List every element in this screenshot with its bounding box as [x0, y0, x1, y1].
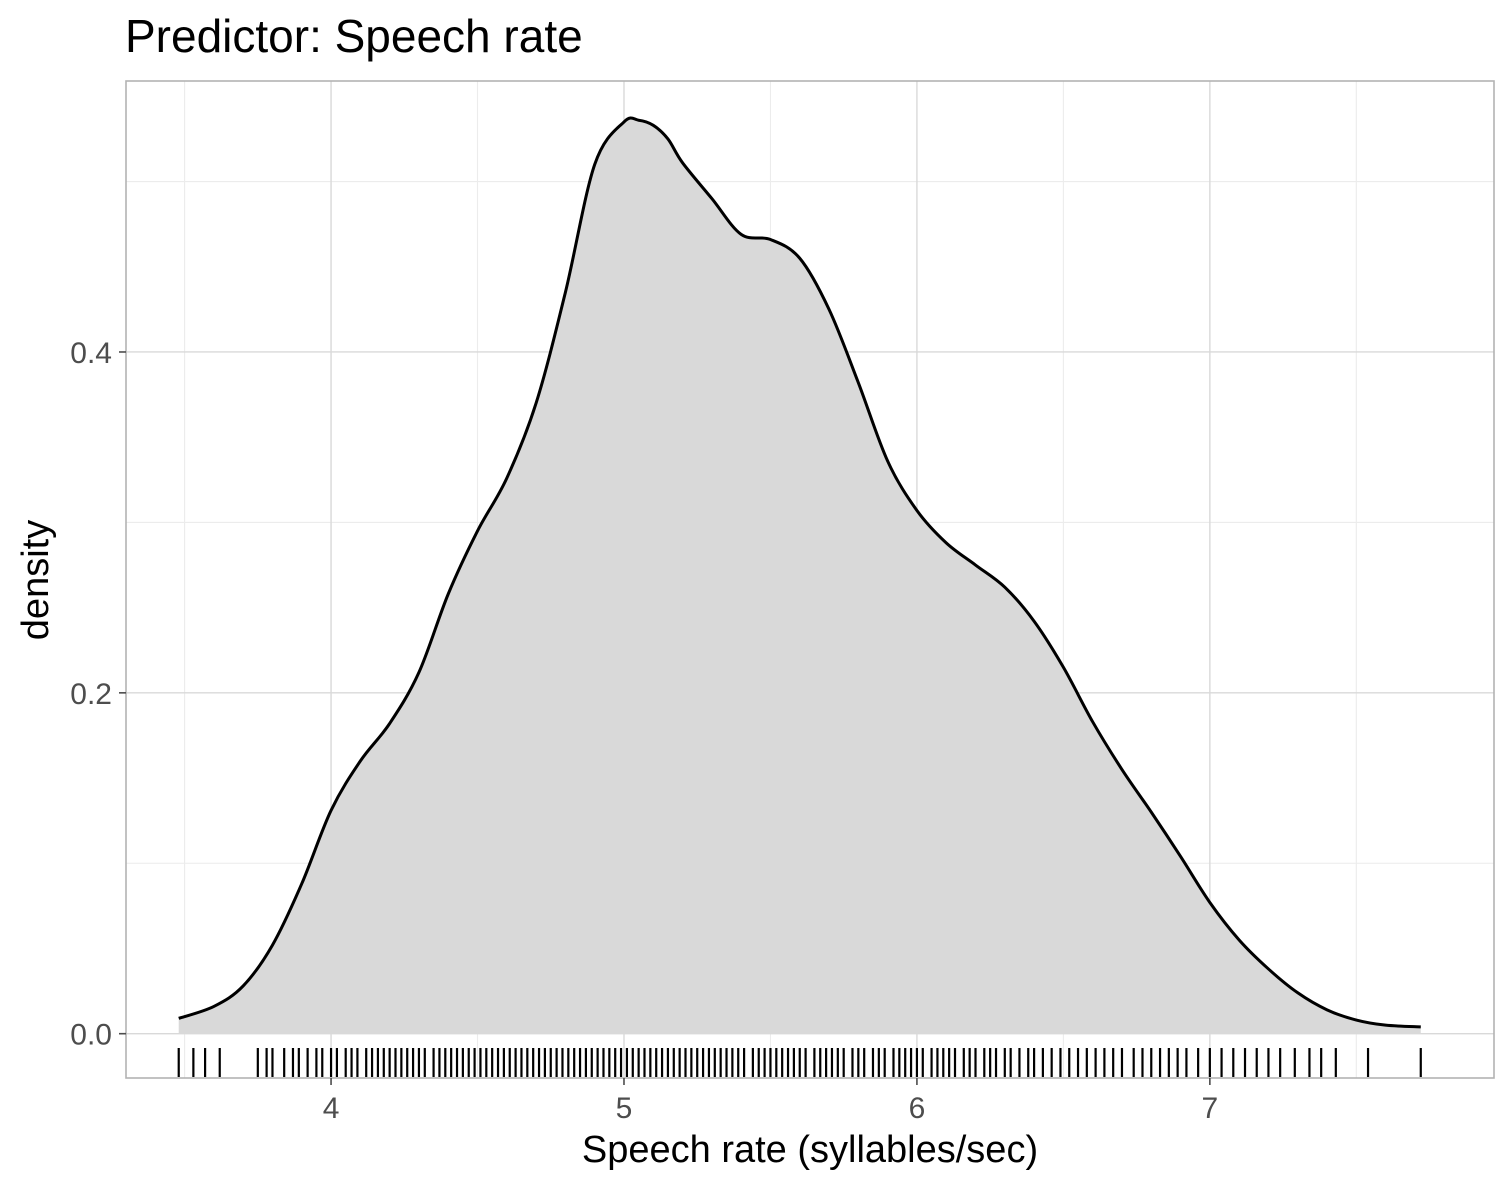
- y-tick-label: 0.4: [70, 337, 112, 370]
- plot-panel-border: [125, 80, 1495, 1079]
- chart-title: Predictor: Speech rate: [125, 10, 583, 62]
- rug-layer: [177, 1048, 1422, 1077]
- axis-ticks: 4 5 6 7 0.0 0.2 0.4: [70, 337, 1218, 1125]
- y-tick-label: 0.2: [70, 678, 112, 711]
- x-tick-label: 4: [323, 1092, 340, 1125]
- density-fill: [178, 117, 1421, 1034]
- x-axis-title: Speech rate (syllables/sec): [582, 1129, 1038, 1171]
- y-axis-title: density: [15, 520, 57, 640]
- density-area-layer: [178, 116, 1421, 1034]
- x-tick-label: 5: [616, 1092, 633, 1125]
- x-tick-label: 7: [1202, 1092, 1219, 1125]
- density-curve: [178, 116, 1421, 1029]
- x-tick-label: 6: [909, 1092, 926, 1125]
- y-tick-label: 0.0: [70, 1019, 112, 1052]
